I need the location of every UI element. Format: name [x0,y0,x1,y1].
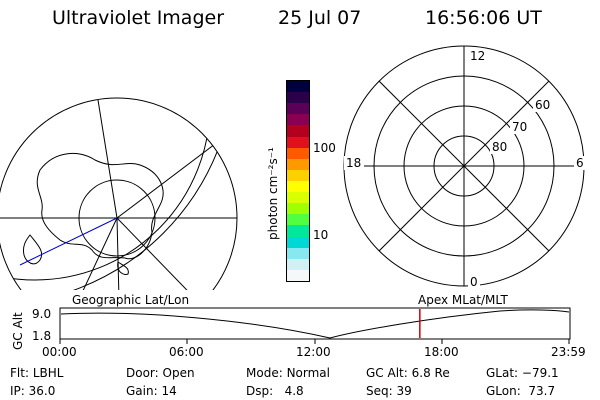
timeline-xtick-0600: 06:00 [169,345,204,359]
colorbar-segment [287,269,309,281]
peninsula-coast [23,234,43,265]
colorbar-segment [287,92,309,104]
antarctica-coast [36,152,164,260]
app-title: Ultraviolet Imager [52,7,225,29]
meridian-sw [59,217,118,290]
map-boundary [0,97,238,290]
gc-alt-curve [60,309,570,339]
colorbar-segment [287,225,309,237]
geographic-map [0,97,238,290]
mlt-label-18: 18 [346,156,361,170]
island-coast [117,261,129,275]
colorbar-segment [287,114,309,126]
mlt-label-6: 6 [576,156,584,170]
info-flt: Flt: LBHL [10,366,64,380]
colorbar-segment [287,203,309,215]
info-glon: GLon: 73.7 [486,384,556,398]
info-ip: IP: 36.0 [10,384,56,398]
meridian-n [97,99,118,219]
colorbar-segment [287,125,309,137]
header-time: 16:56:06 UT [425,7,542,29]
colorbar-unit-text: photon cm⁻²s⁻¹ [266,147,280,240]
colorbar-segment [287,192,309,204]
timeline-ytick-1.8: 1.8 [32,329,51,343]
colorbar-unit-label: photon cm⁻²s⁻¹ [266,147,280,240]
gc-alt-timeline: GC Alt 9.0 1.8 [11,307,571,350]
colorbar-segment [287,169,309,181]
info-glat: GLat: −79.1 [486,366,559,380]
info-gcalt: GC Alt: 6.8 Re [366,366,450,380]
polar-diag-2 [378,80,550,252]
lat-label-60: 60 [535,98,550,112]
timeline-xtick-1200: 12:00 [296,345,331,359]
timeline-ylabel: GC Alt [11,312,25,350]
meridian-s [116,217,121,290]
colorbar-segment [287,214,309,226]
colorbar-segment [287,136,309,148]
mlt-label-12: 12 [470,49,485,63]
mlt-label-0: 0 [470,275,478,289]
info-seq: Seq: 39 [366,384,412,398]
colorbar-segment [287,180,309,193]
colorbar-segment [287,258,309,270]
colorbar-segment [287,236,309,248]
timeline-ytick-9: 9.0 [32,307,51,321]
colorbar-tick-10: 10 [313,228,329,242]
timeline-xtick-0000: 00:00 [42,345,77,359]
lat-label-80: 80 [492,140,507,154]
subsolar-line [19,217,118,266]
colorbar-segment [287,247,309,259]
colorbar [286,80,310,282]
info-dsp: Dsp: 4.8 [246,384,304,398]
geographic-caption: Geographic Lat/Lon [72,293,190,307]
header-date: 25 Jul 07 [278,7,362,29]
colorbar-segment [287,158,309,170]
colorbar-segment [287,81,309,93]
lat-label-70: 70 [512,120,527,134]
colorbar-segment [287,147,309,159]
colorbar-segment [287,103,309,115]
info-gain: Gain: 14 [126,384,177,398]
timeline-xtick-2359: 23:59 [551,345,586,359]
info-mode: Mode: Normal [246,366,330,380]
meridian-se [116,217,237,290]
info-door: Door: Open [126,366,195,380]
meridian-ne [116,109,237,219]
apex-polar-plot: 12 18 6 0 60 70 80 [343,45,588,289]
apex-caption: Apex MLat/MLT [418,293,508,307]
colorbar-tick-100: 100 [313,141,336,155]
timeline-xtick-1800: 18:00 [424,345,459,359]
